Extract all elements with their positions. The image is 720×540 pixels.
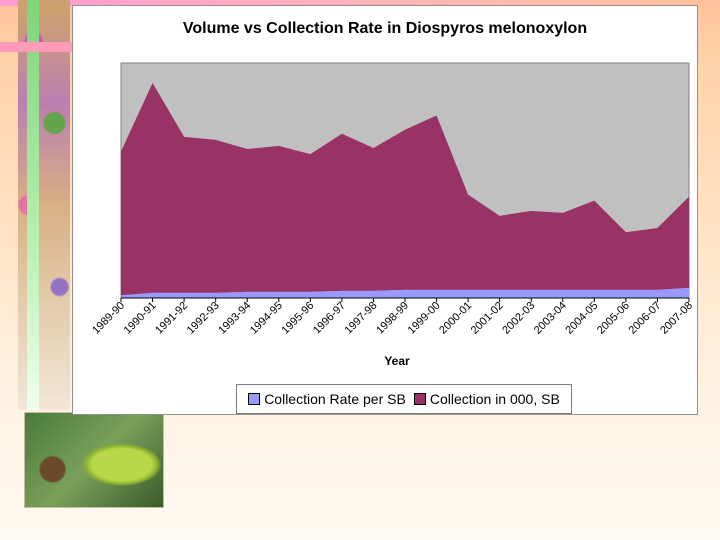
legend-swatch-rate (248, 393, 261, 405)
leaf-photo (24, 412, 164, 508)
x-tick-label: 1998-99 (374, 300, 411, 337)
legend-label-collection: Collection in 000, SB (429, 391, 560, 407)
legend-item-rate: Collection Rate per SB (248, 391, 406, 407)
series-area-collection (121, 83, 689, 296)
chart-title: Volume vs Collection Rate in Diospyros m… (182, 20, 588, 37)
legend-swatch-collection (413, 393, 426, 405)
chart-area: Volume vs Collection Rate in Diospyros m… (72, 5, 698, 415)
x-axis-label: Year (384, 354, 410, 368)
x-tick-label: 2004-05 (563, 300, 600, 337)
x-tick-label: 1991-92 (153, 300, 190, 337)
x-tick-label: 2000-01 (437, 300, 474, 337)
x-tick-label: 2007-08 (658, 300, 695, 337)
decorative-collage (18, 0, 70, 410)
x-tick-label: 1995-96 (279, 300, 316, 337)
x-tick-label: 2006-07 (627, 300, 664, 337)
decorative-pink-bar (0, 42, 72, 52)
x-tick-label: 2002-03 (500, 300, 537, 337)
x-tick-label: 1989-90 (90, 300, 127, 337)
x-tick-label: 2005-06 (595, 300, 632, 337)
top-decor-strip (0, 0, 720, 6)
legend: Collection Rate per SB Collection in 000… (236, 384, 572, 414)
x-tick-label: 2001-02 (469, 300, 506, 337)
plot-svg: 1989-901990-911991-921992-931993-941994-… (90, 62, 695, 368)
decorative-green-bar (27, 0, 39, 410)
x-tick-label: 1997-98 (343, 300, 380, 337)
x-tick-label: 1992-93 (185, 300, 222, 337)
series-area-rate (121, 287, 689, 298)
x-tick-label: 1999-00 (406, 300, 443, 337)
x-tick-label: 1993-94 (216, 300, 253, 337)
legend-label-rate: Collection Rate per SB (264, 391, 406, 407)
x-tick-label: 1994-95 (248, 300, 285, 337)
x-tick-label: 2003-04 (532, 300, 569, 337)
x-tick-label: 1990-91 (122, 300, 159, 337)
x-tick-label: 1996-97 (311, 300, 348, 337)
legend-item-collection: Collection in 000, SB (413, 391, 560, 407)
